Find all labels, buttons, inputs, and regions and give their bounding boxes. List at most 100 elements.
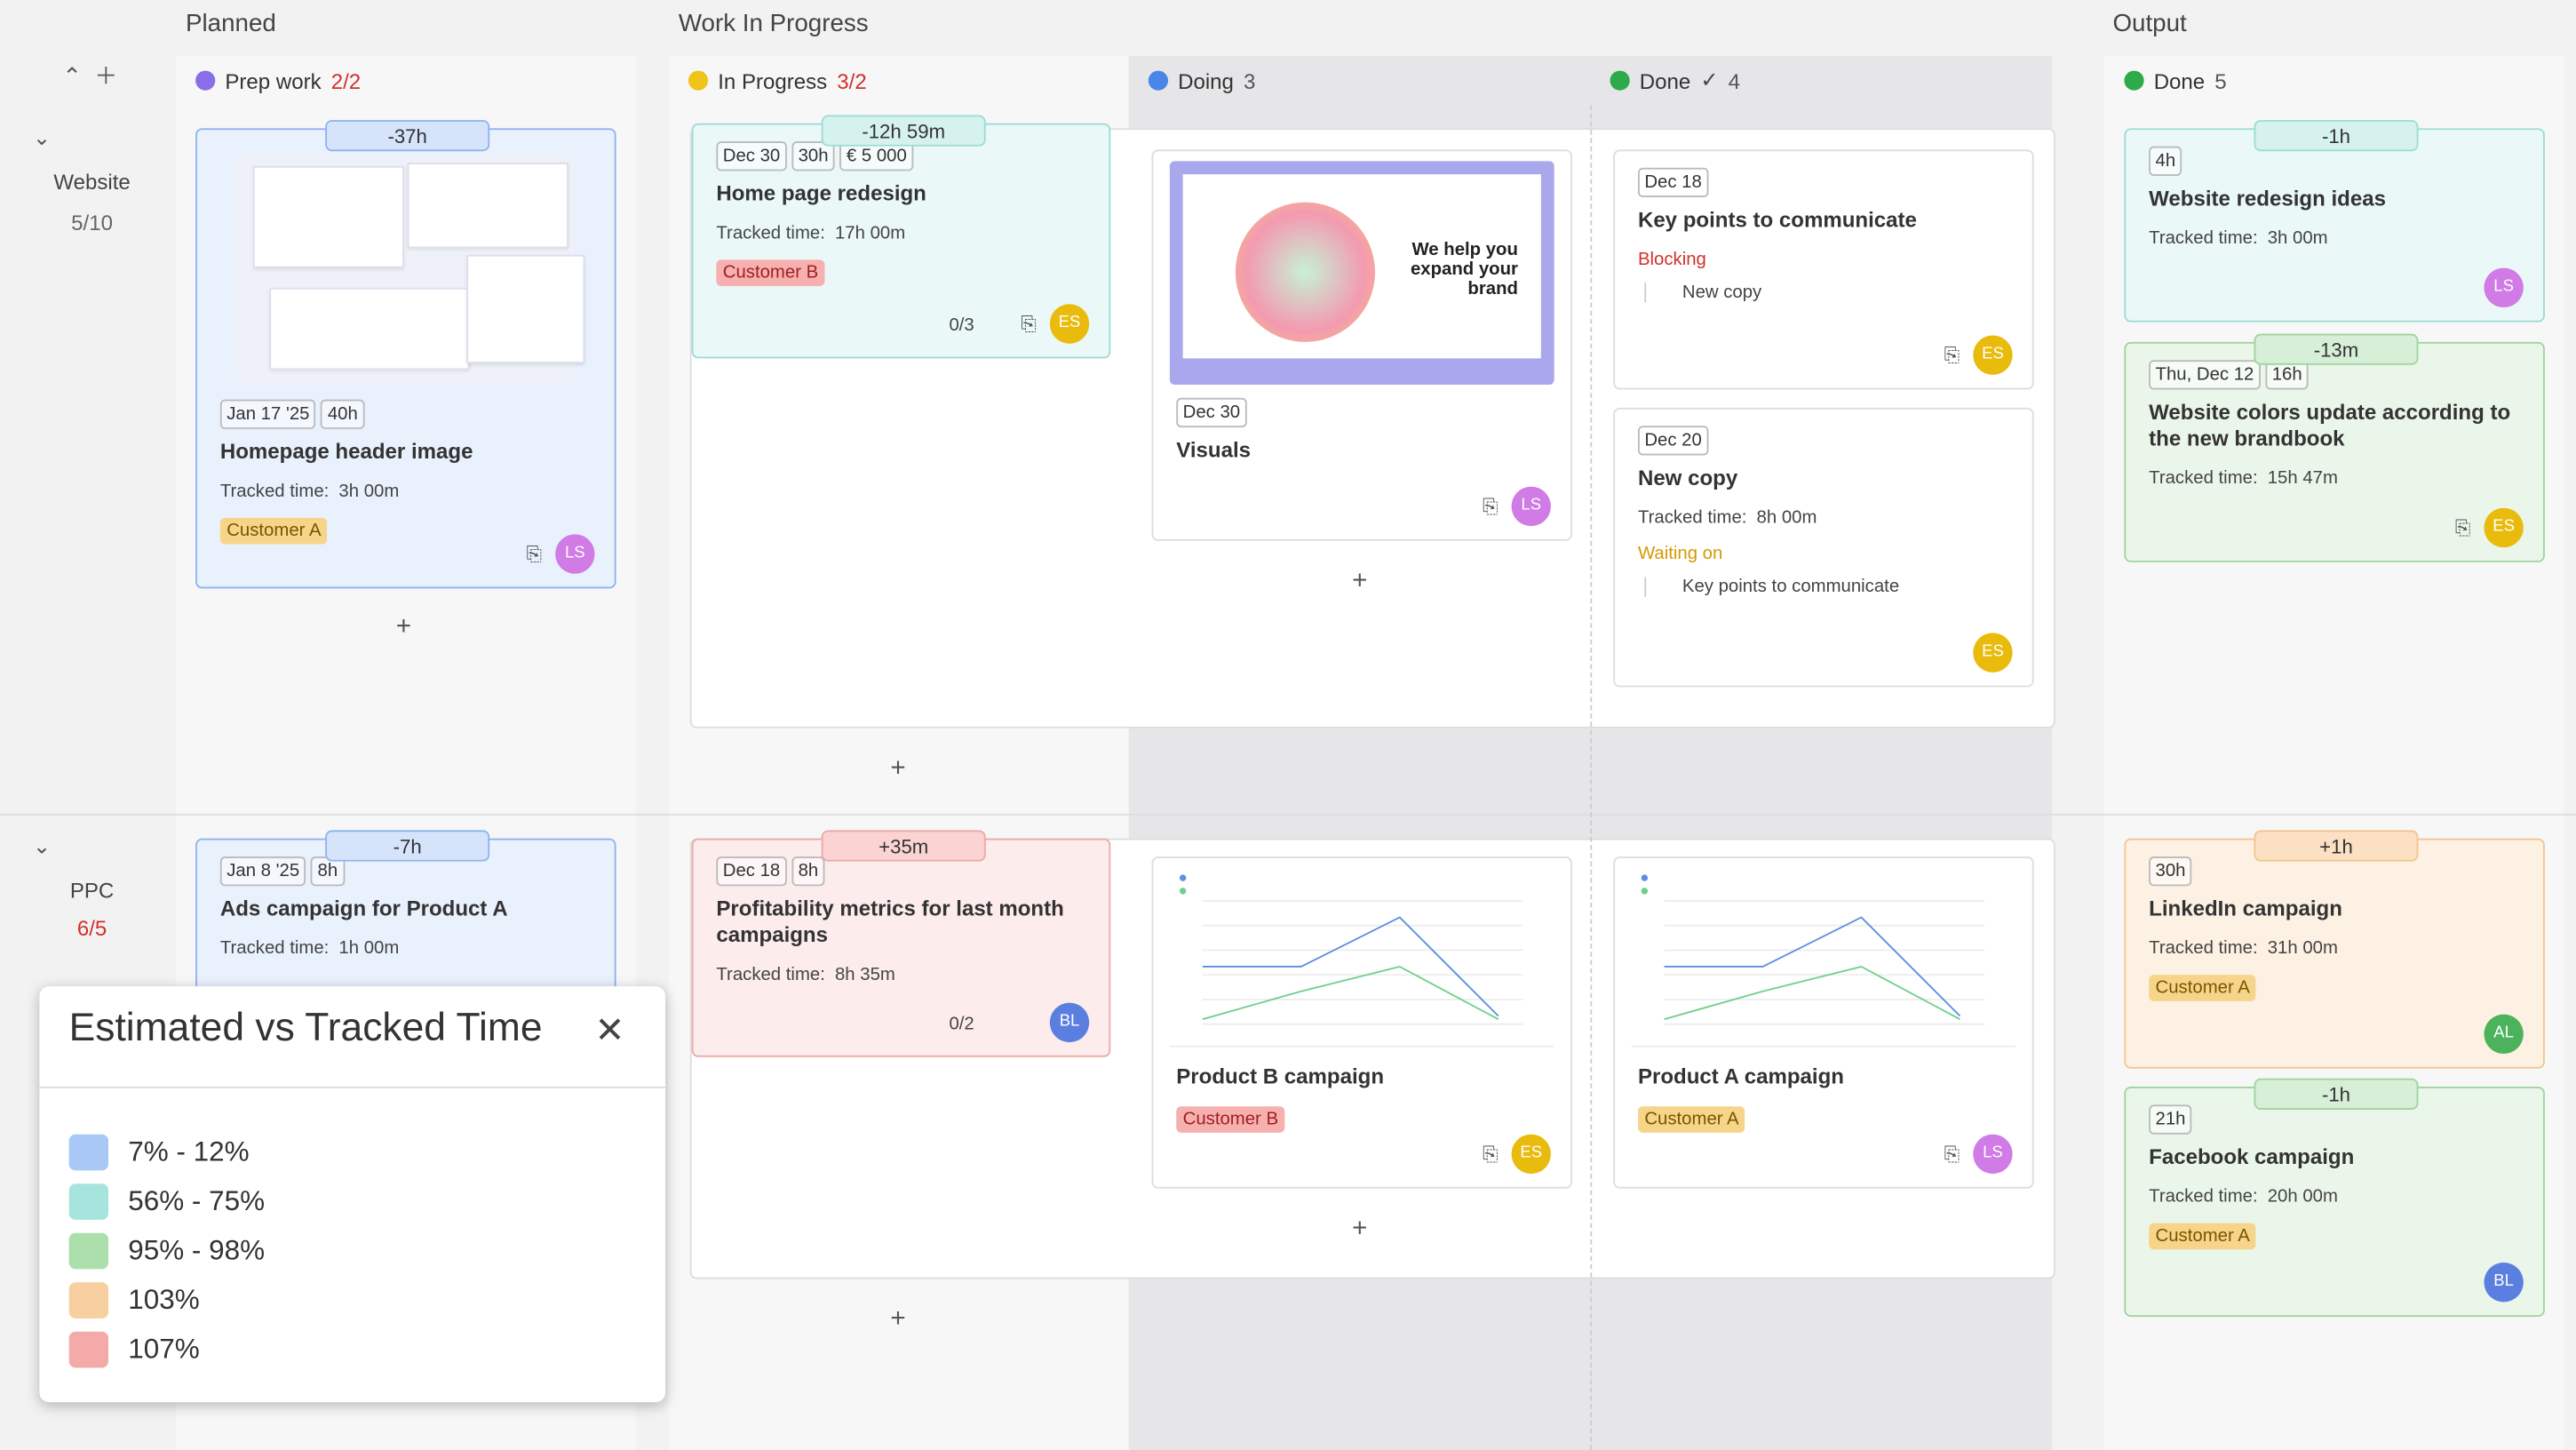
tag: Dec 30 bbox=[1176, 397, 1247, 428]
customer-tag: Customer B bbox=[716, 259, 825, 286]
tracked-time: Tracked time: 1h 00m bbox=[220, 939, 592, 959]
column-header: In Progress 3/2 bbox=[669, 56, 1129, 106]
tag: Dec 20 bbox=[1637, 426, 1709, 456]
legend-label: 95% - 98% bbox=[128, 1234, 266, 1266]
column-name: Prep work bbox=[225, 68, 322, 93]
avatar: ES bbox=[1049, 304, 1090, 344]
tracked-label: Tracked time: bbox=[1637, 507, 1747, 528]
divider bbox=[39, 1087, 666, 1088]
card[interactable]: +1h 30h LinkedIn campaign Tracked time: 31h … bbox=[2124, 830, 2545, 1069]
avatar: AL bbox=[2484, 1014, 2524, 1055]
card[interactable]: Product B campaign Customer B ES ⎘ bbox=[1151, 856, 1572, 1189]
status-icon bbox=[195, 70, 216, 91]
card-title: Home page redesign bbox=[716, 180, 926, 206]
card-title: Facebook campaign bbox=[2149, 1143, 2355, 1169]
status-icon bbox=[1610, 70, 1630, 91]
time-badge: -37h bbox=[325, 120, 490, 152]
attachment-icon: ⎘ bbox=[526, 542, 543, 566]
legend-title: Estimated vs Tracked Time bbox=[68, 1006, 543, 1051]
image-circle bbox=[1235, 202, 1376, 342]
card[interactable]: We help you expand your brand Dec 30 Visua… bbox=[1151, 149, 1572, 541]
card[interactable]: +35m Dec 18 8h Profitability metrics for la… bbox=[691, 830, 1111, 1057]
tracked-time: Tracked time: 3h 00m bbox=[2149, 228, 2520, 248]
lane-name: Website bbox=[53, 169, 131, 195]
group-title: Output bbox=[2112, 10, 2187, 38]
avatar: LS bbox=[1511, 486, 1551, 527]
card[interactable]: -1h 4h Website redesign ideas Tracked time:… bbox=[2124, 120, 2545, 323]
card[interactable]: -12h 59m Dec 30 30h € 5 000 Home page redesi… bbox=[691, 115, 1111, 359]
relation-type: Waiting on bbox=[1637, 544, 1723, 564]
subtasks: 0/2 bbox=[949, 1014, 974, 1034]
column-name: Doing bbox=[1178, 68, 1234, 93]
tracked-label: Tracked time: bbox=[2149, 468, 2258, 489]
tags: Dec 30 bbox=[1176, 397, 1547, 428]
avatar: ES bbox=[1973, 335, 2013, 375]
tag: 8h bbox=[791, 856, 825, 887]
card-title: Website colors update according to the n… bbox=[2149, 399, 2511, 450]
tracked-value: 8h 00m bbox=[1756, 507, 1817, 528]
tracked-time: Tracked time: 17h 00m bbox=[716, 224, 1085, 243]
card[interactable]: Dec 20 New copy Tracked time: 8h 00m Waiting… bbox=[1613, 407, 2034, 688]
screenshot-thumb bbox=[407, 163, 568, 249]
card-title: Website redesign ideas bbox=[2149, 186, 2386, 211]
card-title: Visuals bbox=[1176, 437, 1252, 462]
close-button[interactable]: ✕ bbox=[594, 1009, 625, 1051]
status-icon bbox=[1148, 70, 1168, 91]
card[interactable]: -7h Jan 8 '25 8h Ads campaign for Product A… bbox=[195, 830, 616, 1003]
tag: Jan 17 '25 bbox=[219, 399, 316, 429]
tracked-value: 3h 00m bbox=[338, 482, 400, 502]
card-title: LinkedIn campaign bbox=[2149, 896, 2342, 921]
lane-toggle[interactable]: ⌄ bbox=[32, 833, 52, 858]
screenshot-thumb bbox=[466, 254, 585, 363]
legend-swatch bbox=[68, 1232, 109, 1270]
card[interactable]: -37h Jan 17 '25 40h Homepage header image Tr… bbox=[195, 120, 616, 589]
tracked-value: 3h 00m bbox=[2267, 228, 2328, 249]
card-title: Homepage header image bbox=[219, 439, 473, 464]
column-header: Prep work 2/2 bbox=[176, 56, 636, 106]
column-name: Done bbox=[2153, 68, 2206, 93]
tag: 40h bbox=[321, 399, 365, 429]
relation-item: Key points to communicate bbox=[1644, 577, 2009, 597]
status-icon bbox=[688, 70, 709, 91]
card-title: Profitability metrics for last month cam… bbox=[716, 896, 1064, 947]
card-title: Ads campaign for Product A bbox=[219, 896, 508, 921]
legend-swatch bbox=[68, 1183, 109, 1220]
add-card[interactable]: + bbox=[1352, 1215, 1368, 1243]
collapse-button[interactable]: ⌃ ＋ bbox=[62, 62, 118, 89]
card[interactable]: Dec 18 Key points to communicate Blocking N… bbox=[1613, 149, 2034, 390]
avatar: LS bbox=[555, 534, 595, 574]
tracked-label: Tracked time: bbox=[716, 965, 825, 985]
add-card[interactable]: + bbox=[395, 613, 412, 641]
tracked-value: 17h 00m bbox=[834, 223, 906, 243]
tracked-time: Tracked time: 3h 00m bbox=[220, 482, 592, 501]
lane-divider bbox=[0, 813, 2576, 816]
tracked-time: Tracked time: 15h 47m bbox=[2149, 468, 2520, 488]
tracked-value: 31h 00m bbox=[2267, 938, 2338, 959]
time-badge: -7h bbox=[325, 830, 490, 862]
tracked-label: Tracked time: bbox=[2149, 228, 2258, 249]
card[interactable]: -1h 21h Facebook campaign Tracked time: 20h … bbox=[2124, 1078, 2545, 1318]
column-separator bbox=[1590, 105, 1593, 1450]
column-header: Doing 3 bbox=[1129, 56, 1591, 106]
tracked-time: Tracked time: 31h 00m bbox=[2149, 939, 2520, 959]
column-count: 3 bbox=[1244, 68, 1256, 93]
card[interactable]: -13m Thu, Dec 12 16h Website colors update … bbox=[2124, 333, 2545, 562]
add-card[interactable]: + bbox=[890, 1305, 906, 1334]
tracked-value: 8h 35m bbox=[834, 965, 895, 985]
card[interactable]: Product A campaign Customer A LS ⎘ bbox=[1613, 856, 2034, 1189]
column-name: In Progress bbox=[718, 68, 828, 93]
add-card[interactable]: + bbox=[890, 754, 906, 783]
avatar: BL bbox=[2484, 1263, 2524, 1303]
lane-toggle[interactable]: ⌄ bbox=[32, 124, 52, 150]
legend-swatch bbox=[68, 1331, 109, 1368]
tags: Jan 8 '25 8h bbox=[219, 856, 592, 887]
column-header: Done 5 bbox=[2104, 56, 2564, 106]
add-card[interactable]: + bbox=[1352, 567, 1368, 595]
tracked-time: Tracked time: 8h 35m bbox=[716, 965, 1085, 984]
time-badge: -12h 59m bbox=[821, 115, 986, 147]
group-title: Planned bbox=[185, 10, 276, 38]
tag: 21h bbox=[2149, 1104, 2192, 1135]
attachment-icon: ⎘ bbox=[1482, 1142, 1499, 1166]
group-title: Work In Progress bbox=[678, 10, 869, 38]
lane-name: PPC bbox=[69, 878, 115, 903]
